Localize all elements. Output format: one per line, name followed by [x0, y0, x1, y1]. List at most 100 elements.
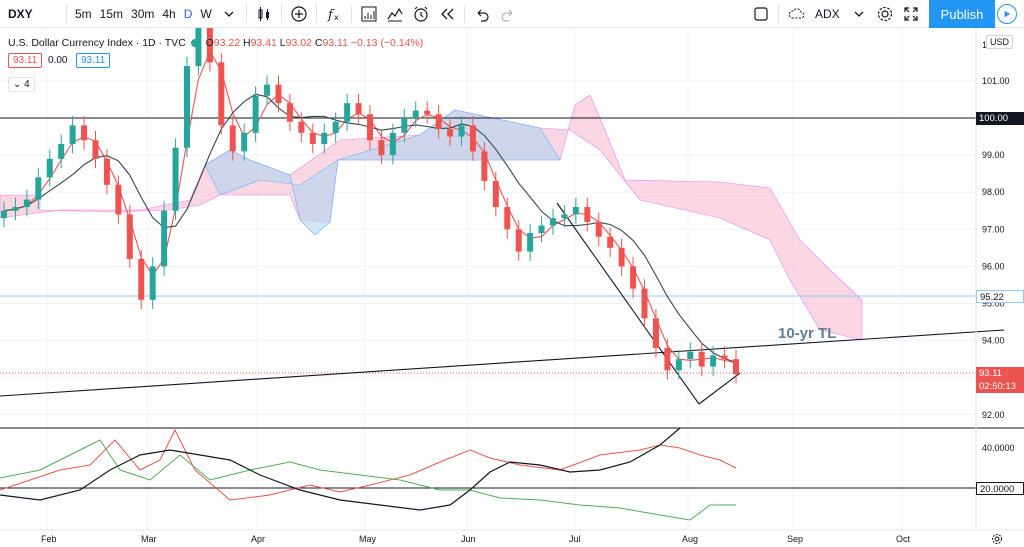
channel-lower-line[interactable]	[698, 372, 741, 405]
timeframe-30m[interactable]: 30m	[131, 6, 155, 21]
candle-body	[630, 266, 637, 289]
time-tick: Feb	[41, 534, 57, 544]
ask-badge[interactable]: 93.11	[76, 53, 111, 68]
financials-icon[interactable]	[356, 0, 382, 28]
candle-body	[184, 66, 190, 148]
close-value: 93.11	[322, 37, 348, 49]
candle-body	[286, 103, 293, 122]
timeframe-4h[interactable]: 4h	[162, 6, 176, 21]
instrument-title[interactable]: U.S. Dollar Currency Index · 1D · TVC	[8, 37, 186, 49]
expand-icon[interactable]	[898, 0, 924, 28]
candle-style-icon[interactable]	[251, 0, 277, 28]
candle-body	[458, 125, 465, 137]
candle-body	[504, 207, 511, 230]
candle-body	[332, 121, 339, 133]
divider	[778, 5, 779, 23]
timeframe-dropdown-chevron-icon[interactable]	[216, 0, 242, 28]
candle-body	[412, 110, 419, 118]
cloud-icon[interactable]	[783, 0, 809, 28]
price-chart[interactable]: 10-yr TL 1 101.00 100.00 99.00 98.00 97.00 96.…	[0, 28, 1024, 547]
timeframe-w[interactable]: W	[200, 6, 212, 21]
spread-value: 0.00	[48, 55, 68, 66]
candle-body	[344, 103, 351, 122]
legend-icon	[190, 39, 199, 48]
open-label: O	[205, 37, 214, 49]
candle-body	[58, 143, 65, 159]
candle-body	[195, 28, 202, 67]
play-icon[interactable]	[997, 4, 1017, 24]
price-tick: 96.00	[982, 261, 1005, 271]
candle-body	[23, 199, 30, 208]
candle-body	[298, 121, 305, 133]
candle-body	[206, 28, 213, 63]
time-tick: Sep	[787, 534, 803, 544]
templates-icon[interactable]	[382, 0, 408, 28]
indicators-toggle[interactable]: ⌄ 4	[8, 77, 35, 92]
candle-body	[275, 84, 282, 104]
trendline-annotation[interactable]: 10-yr TL	[778, 325, 836, 342]
currency-label[interactable]: USD	[986, 35, 1014, 49]
fullscreen-square-icon[interactable]	[748, 0, 774, 28]
di-minus-line	[0, 439, 736, 521]
di-plus-line	[0, 428, 737, 501]
last-price-label: 93.11	[976, 367, 1024, 380]
time-axis[interactable]: Feb Mar Apr May Jun Jul Aug Sep Oct	[41, 534, 911, 544]
bid-badge[interactable]: 93.11	[8, 53, 43, 68]
chevron-down-icon: ⌄	[13, 79, 22, 90]
chevron-down-icon[interactable]	[846, 0, 872, 28]
symbol-search[interactable]: DXY	[8, 6, 33, 21]
chart-legend: U.S. Dollar Currency Index · 1D · TVC O9…	[8, 37, 423, 49]
undo-icon[interactable]	[469, 0, 495, 28]
open-value: 93.22	[213, 37, 241, 49]
time-tick: Aug	[682, 534, 698, 544]
candle-body	[138, 258, 145, 300]
time-tick: Jun	[461, 534, 476, 544]
candle-body	[218, 62, 225, 126]
price-tick: 99.00	[982, 150, 1005, 160]
price-tick: 95.00	[982, 299, 1005, 309]
right-toolbar: ADX	[748, 0, 950, 28]
close-label: C	[314, 37, 323, 49]
alert-clock-icon[interactable]	[408, 0, 434, 28]
candle-body	[687, 351, 694, 360]
candle-body	[710, 355, 717, 367]
add-compare-icon[interactable]	[286, 0, 312, 28]
timeframe-d[interactable]: D	[183, 6, 193, 21]
divider	[245, 4, 247, 23]
candle-body	[595, 221, 602, 237]
price-tick: 94.00	[982, 336, 1005, 346]
candle-body	[229, 125, 236, 152]
candle-body	[115, 184, 122, 215]
gear-icon[interactable]	[992, 534, 1002, 544]
candle-body	[92, 140, 99, 159]
high-value: 93.41	[250, 37, 277, 49]
indicator-tick: 40.0000	[982, 443, 1015, 453]
candle-body	[652, 318, 659, 349]
ten-year-trendline[interactable]	[0, 329, 1005, 397]
candle-body	[424, 110, 431, 115]
divider	[66, 4, 67, 23]
candlesticks	[1, 28, 739, 384]
timeframe-group: 5m 15m 30m 4h D W	[71, 0, 216, 28]
low-value: 93.02	[285, 37, 312, 49]
candle-body	[447, 129, 454, 137]
candle-body	[675, 359, 682, 371]
level-100-price-label: 100.00	[976, 112, 1024, 125]
candle-body	[607, 236, 614, 248]
candle-body	[69, 125, 76, 144]
divider	[350, 4, 352, 23]
candle-body	[1, 210, 7, 219]
gear-icon[interactable]	[872, 0, 898, 28]
timeframe-15m[interactable]: 15m	[99, 6, 124, 21]
candle-body	[641, 288, 648, 319]
channel-upper-line[interactable]	[556, 202, 700, 405]
time-tick: Mar	[141, 534, 157, 544]
compare-symbol-label[interactable]: ADX	[815, 7, 840, 21]
timeframe-5m[interactable]: 5m	[75, 6, 92, 21]
price-tick: 101.00	[982, 76, 1010, 86]
publish-button[interactable]: Publish	[929, 0, 995, 28]
candle-body	[35, 177, 42, 200]
redo-icon[interactable]	[495, 0, 521, 28]
replay-rewind-icon[interactable]	[434, 0, 460, 28]
